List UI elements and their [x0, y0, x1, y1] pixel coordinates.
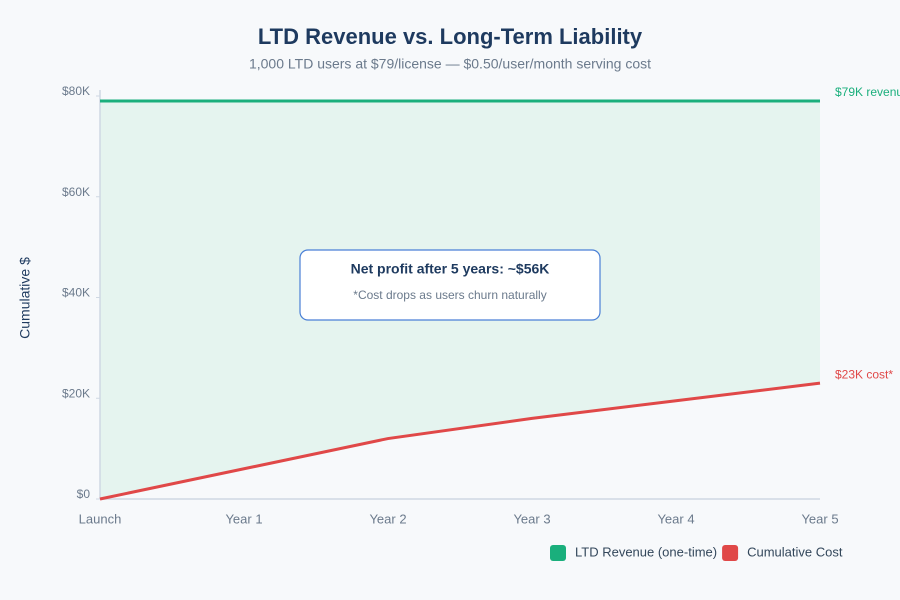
chart-subtitle: 1,000 LTD users at $79/license — $0.50/u…: [249, 56, 651, 72]
y-tick-label: $40K: [62, 286, 90, 300]
y-tick-label: $80K: [62, 84, 90, 98]
x-tick-label: Year 5: [801, 511, 838, 526]
x-tick-label: Year 3: [513, 511, 550, 526]
x-tick-label: Launch: [79, 511, 122, 526]
y-tick-label: $20K: [62, 386, 90, 400]
series-line: [99, 381, 821, 501]
y-tick-label: $60K: [62, 185, 90, 199]
chart-title: LTD Revenue vs. Long-Term Liability: [258, 24, 643, 49]
annotation-note: *Cost drops as users churn naturally: [353, 288, 546, 302]
x-tick-label: Year 4: [657, 511, 694, 526]
legend-label: LTD Revenue (one-time): [575, 544, 717, 559]
end-label: $79K revenue: [835, 85, 900, 99]
y-tick-label: $0: [77, 487, 91, 501]
x-tick-label: Year 1: [225, 511, 262, 526]
legend-label: Cumulative Cost: [747, 544, 843, 559]
legend-swatch: [722, 545, 739, 561]
legend-swatch: [550, 545, 566, 561]
annotation-title: Net profit after 5 years: ~$56K: [351, 261, 550, 277]
x-tick-label: Year 2: [369, 511, 406, 526]
end-label: $23K cost*: [835, 367, 893, 381]
annotation-box: [299, 249, 601, 321]
y-axis-label: Cumulative $: [17, 257, 33, 339]
